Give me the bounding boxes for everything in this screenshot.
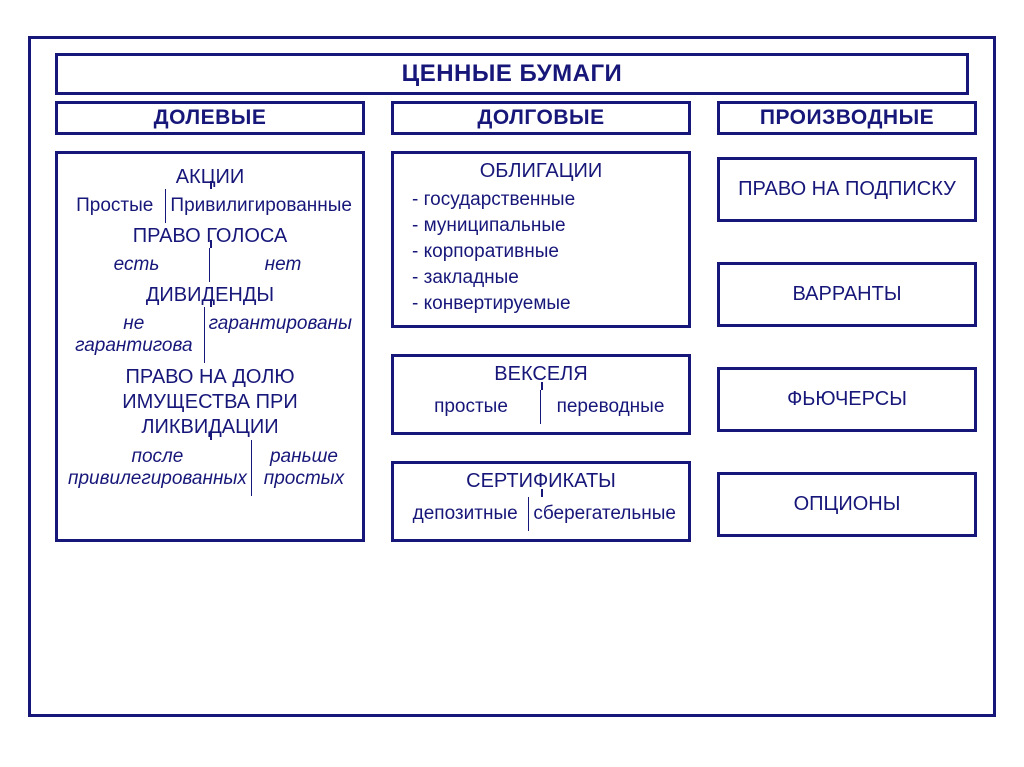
equity-sec-3-right: раньше простых: [252, 440, 356, 496]
diagram-canvas: ЦЕННЫЕ БУМАГИ ДОЛЕВЫЕ ДОЛГОВЫЕ ПРОИЗВОДН…: [0, 0, 1024, 767]
equity-sec-0-right: Привилигированные: [166, 189, 356, 223]
header-derivatives: ПРОИЗВОДНЫЕ: [717, 101, 977, 135]
equity-sec-2-right: гарантированы: [205, 307, 356, 363]
list-item: муниципальные: [412, 213, 680, 239]
debt-certs-left: депозитные: [402, 497, 529, 531]
equity-sec-2-pair: не гарантигова гарантированы: [64, 307, 356, 363]
equity-sec-2-left: не гарантигова: [64, 307, 205, 363]
list-item: государственные: [412, 187, 680, 213]
debt-box-bonds: ОБЛИГАЦИИ государственные муниципальные …: [391, 151, 691, 328]
debt-box-bills: ВЕКСЕЛЯ простые переводные: [391, 354, 691, 435]
equity-sec-0-left: Простые: [64, 189, 166, 223]
equity-sec-1-left: есть: [64, 248, 210, 282]
equity-sec-1-pair: есть нет: [64, 248, 356, 282]
debt-certs-right: сберегательные: [529, 497, 680, 531]
list-item: корпоративные: [412, 239, 680, 265]
list-item: конвертируемые: [412, 291, 680, 317]
diagram-title: ЦЕННЫЕ БУМАГИ: [55, 53, 969, 95]
header-debt: ДОЛГОВЫЕ: [391, 101, 691, 135]
outer-frame: ЦЕННЫЕ БУМАГИ ДОЛЕВЫЕ ДОЛГОВЫЕ ПРОИЗВОДН…: [28, 36, 996, 717]
column-headers: ДОЛЕВЫЕ ДОЛГОВЫЕ ПРОИЗВОДНЫЕ: [55, 101, 969, 135]
list-item: закладные: [412, 265, 680, 291]
derivatives-column: ПРАВО НА ПОДПИСКУ ВАРРАНТЫ ФЬЮЧЕРСЫ ОПЦИ…: [717, 151, 977, 542]
debt-box-bonds-head: ОБЛИГАЦИИ: [402, 160, 680, 187]
debt-bills-left: простые: [402, 390, 541, 424]
columns-row: АКЦИИ Простые Привилигированные ПРАВО ГО…: [55, 151, 969, 542]
debt-bills-right: переводные: [541, 390, 680, 424]
debt-box-certs: СЕРТИФИКАТЫ депозитные сберегательные: [391, 461, 691, 542]
debt-certs-pair: депозитные сберегательные: [402, 497, 680, 531]
debt-bonds-list: государственные муниципальные корпоратив…: [402, 187, 680, 317]
equity-sec-3-head: ПРАВО НА ДОЛЮ ИМУЩЕСТВА ПРИ ЛИКВИДАЦИИ: [64, 363, 356, 440]
deriv-item-3: ОПЦИОНЫ: [717, 472, 977, 537]
equity-column: АКЦИИ Простые Привилигированные ПРАВО ГО…: [55, 151, 365, 542]
equity-sec-3-pair: после привилегированных раньше простых: [64, 440, 356, 496]
deriv-item-0: ПРАВО НА ПОДПИСКУ: [717, 157, 977, 222]
equity-sec-0-pair: Простые Привилигированные: [64, 189, 356, 223]
debt-column: ОБЛИГАЦИИ государственные муниципальные …: [391, 151, 691, 542]
debt-bills-pair: простые переводные: [402, 390, 680, 424]
equity-sec-3-left: после привилегированных: [64, 440, 252, 496]
header-equity: ДОЛЕВЫЕ: [55, 101, 365, 135]
deriv-item-1: ВАРРАНТЫ: [717, 262, 977, 327]
equity-sec-1-right: нет: [210, 248, 356, 282]
deriv-item-2: ФЬЮЧЕРСЫ: [717, 367, 977, 432]
